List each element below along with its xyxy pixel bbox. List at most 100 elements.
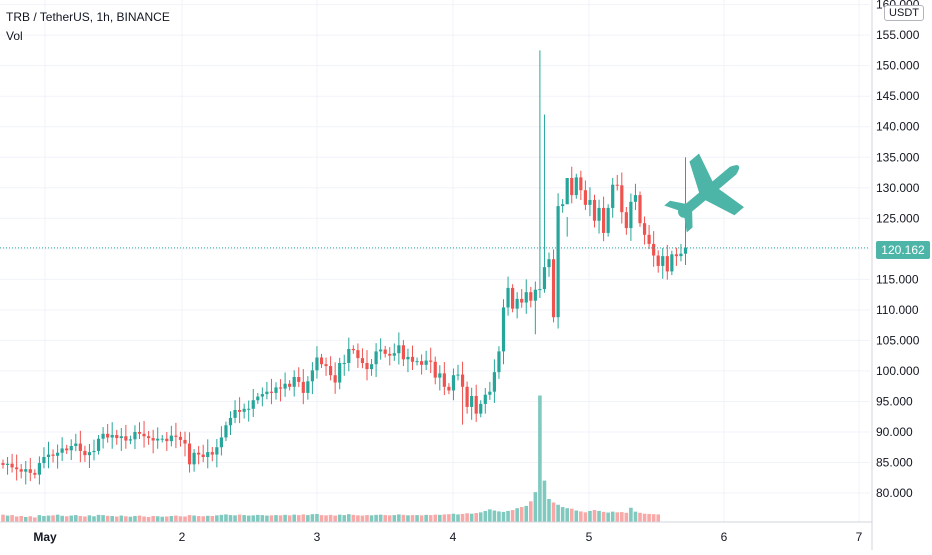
volume-bar <box>406 515 410 522</box>
candle-body <box>397 345 401 354</box>
price-tick-label: 115.000 <box>876 272 919 286</box>
candle-body <box>242 408 246 412</box>
volume-bar <box>651 514 656 522</box>
candle-body <box>642 223 647 235</box>
volume-bar <box>74 515 78 522</box>
volume-bar <box>456 514 460 522</box>
volume-bar <box>474 513 478 522</box>
candle-body <box>124 436 128 441</box>
candle-body <box>620 185 624 213</box>
candle-body <box>538 289 542 291</box>
price-axis[interactable]: 80.000 85.000 90.000 95.000 100.000 105.000 11… <box>871 0 920 550</box>
currency-badge[interactable]: USDT <box>884 5 924 21</box>
candle-body <box>92 450 96 453</box>
volume-bar <box>478 512 483 522</box>
volume-bar <box>656 514 660 522</box>
volume-bar <box>87 515 92 522</box>
chart-legend: TRB / TetherUS, 1h, BINANCE Vol <box>6 9 170 44</box>
candle-body <box>638 195 642 224</box>
candle-body <box>283 383 287 389</box>
volume-bar <box>365 515 369 522</box>
candle-body <box>324 364 328 367</box>
candle-body <box>388 353 392 356</box>
candle-body <box>297 377 301 382</box>
volume-bar <box>324 515 328 522</box>
price-tick-label: 110.000 <box>876 303 919 317</box>
volume-bar <box>524 505 529 522</box>
price-tick-label: 105.000 <box>876 333 920 347</box>
candle-body <box>551 259 556 318</box>
candle-body <box>10 463 14 468</box>
volume-bar <box>374 514 378 522</box>
candle-body <box>101 433 105 439</box>
candle-body <box>592 199 597 221</box>
candle-body <box>433 361 437 378</box>
candle-body <box>260 394 264 397</box>
candle-body <box>165 438 169 442</box>
candle-body <box>369 364 374 370</box>
price-tick-label: 95.000 <box>876 394 913 408</box>
volume-bar <box>615 512 620 522</box>
candle-body <box>365 362 369 370</box>
price-tick-label: 155.000 <box>876 28 920 42</box>
volume-bar <box>497 511 501 522</box>
candle-body <box>15 467 19 470</box>
candle-body <box>574 177 578 196</box>
volume-bar <box>310 514 315 522</box>
symbol-title[interactable]: TRB / TetherUS, 1h, BINANCE <box>6 10 170 24</box>
volume-bar <box>42 516 46 522</box>
volume-bar <box>146 516 151 522</box>
candle-body <box>579 177 583 191</box>
candle-body <box>119 436 123 439</box>
volume-bar <box>551 502 556 522</box>
volume-bar <box>319 515 324 522</box>
candle-body <box>602 207 606 233</box>
candle-body <box>301 381 305 393</box>
candle-body <box>438 373 442 378</box>
candle-body <box>665 256 669 272</box>
volume-bar <box>296 515 301 522</box>
volume-bar <box>110 516 114 522</box>
candle-body <box>110 435 114 438</box>
candle-body <box>633 195 638 202</box>
volume-label[interactable]: Vol <box>6 29 23 43</box>
volume-bar <box>205 515 210 522</box>
candle-body <box>479 403 483 414</box>
candle-body <box>42 457 46 464</box>
candle-body <box>524 292 528 303</box>
candle-body <box>310 370 314 382</box>
candle-body <box>228 417 233 426</box>
candle-body <box>224 425 228 438</box>
candle-body <box>56 452 60 456</box>
candle-body <box>483 394 487 404</box>
volume-bar <box>629 507 633 522</box>
volume-bar <box>165 516 169 522</box>
volume-bar <box>155 516 160 522</box>
candle-body <box>520 298 524 303</box>
candle-body <box>151 438 155 441</box>
volume-bar <box>515 508 519 522</box>
candle-body <box>424 360 428 365</box>
price-tick-label: 80.000 <box>876 486 913 500</box>
volume-bar <box>401 514 406 522</box>
volume-bar <box>460 513 465 522</box>
last-price-tag: 120.162 <box>876 241 930 259</box>
volume-bar <box>547 499 551 522</box>
volume-bar <box>224 514 228 522</box>
time-axis[interactable]: May 2 3 4 5 6 7 <box>0 521 872 544</box>
candle-body <box>160 438 164 440</box>
volume-bar <box>178 516 183 522</box>
candle-body <box>456 374 460 376</box>
candle-body <box>497 351 501 373</box>
price-tick-label: 90.000 <box>876 425 913 439</box>
candle-body <box>201 454 205 458</box>
candle-body <box>533 289 537 301</box>
volume-bar <box>501 511 506 522</box>
volume-bar <box>137 515 142 522</box>
candle-body <box>33 472 37 475</box>
candle-body <box>192 452 196 465</box>
candle-body <box>78 443 82 451</box>
volume-bar <box>533 492 538 522</box>
